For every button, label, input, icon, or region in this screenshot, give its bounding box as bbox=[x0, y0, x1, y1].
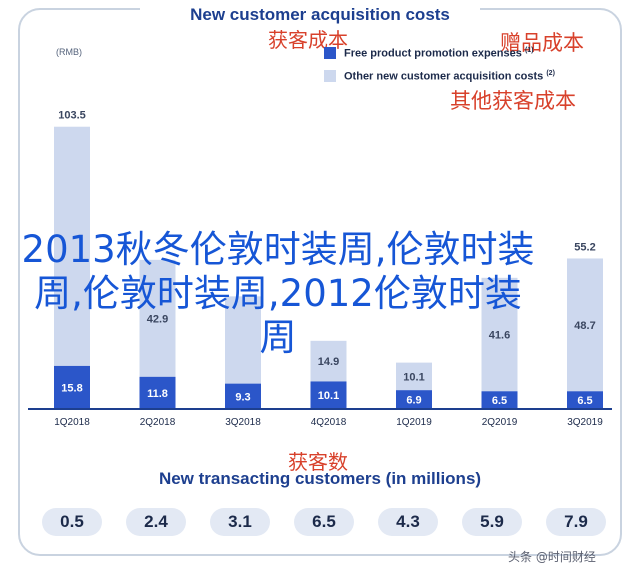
data-label-free-6: 6.5 bbox=[577, 395, 592, 407]
x-tick-label-5: 2Q2019 bbox=[482, 417, 518, 428]
bar-other-0 bbox=[54, 126, 90, 366]
bar-free-2 bbox=[225, 383, 261, 409]
y-unit-label: (RMB) bbox=[56, 47, 82, 57]
legend-label-other: Other new customer acquisition costs (2) bbox=[344, 70, 555, 83]
customer-value-pill: 4.3 bbox=[378, 508, 438, 536]
x-tick-label-3: 4Q2018 bbox=[311, 417, 347, 428]
customer-value-pill: 6.5 bbox=[294, 508, 354, 536]
data-label-free-4: 6.9 bbox=[406, 395, 421, 407]
x-tick-label-2: 3Q2018 bbox=[225, 417, 261, 428]
data-label-free-2: 9.3 bbox=[235, 391, 250, 403]
data-label-other-1: 42.9 bbox=[147, 313, 168, 325]
bar-free-6 bbox=[567, 391, 603, 409]
data-label-other-5: 41.6 bbox=[489, 330, 510, 342]
customers-title: New transacting customers (in millions) bbox=[158, 469, 482, 488]
bar-free-4 bbox=[396, 390, 432, 409]
data-label-free-1: 11.8 bbox=[147, 388, 168, 400]
legend-label-free: Free product promotion expenses (1) bbox=[344, 47, 534, 60]
watermark: 头条 @时间财经 bbox=[508, 550, 596, 564]
bar-free-0 bbox=[54, 365, 90, 409]
customer-value-pill: 3.1 bbox=[210, 508, 270, 536]
x-tick-label-0: 1Q2018 bbox=[54, 417, 90, 428]
data-label-other-6: 48.7 bbox=[574, 320, 595, 332]
bar-other-3 bbox=[310, 340, 347, 382]
customer-value-pill: 2.4 bbox=[126, 508, 186, 536]
bar-other-2 bbox=[225, 296, 261, 384]
x-tick-label-6: 3Q2019 bbox=[567, 417, 603, 428]
overlay-text: 2013秋冬伦敦时装周,伦敦时装周,伦敦时装周,2012伦敦时装周 bbox=[21, 228, 535, 359]
bar-other-1 bbox=[139, 259, 176, 377]
legend-swatch-other bbox=[324, 70, 336, 82]
chart-title: New customer acquisition costs bbox=[190, 5, 450, 24]
bar-free-5 bbox=[481, 391, 518, 409]
data-label-free-0: 15.8 bbox=[61, 382, 82, 394]
x-tick-label-1: 2Q2018 bbox=[140, 417, 176, 428]
customer-value-pill: 0.5 bbox=[42, 508, 102, 536]
data-label-other-3: 14.9 bbox=[318, 356, 339, 368]
frame-gap bbox=[140, 0, 480, 22]
cn-gift-annotation: 赠品成本 bbox=[500, 31, 584, 55]
bar-other-6 bbox=[567, 258, 603, 392]
bar-other-4 bbox=[396, 362, 432, 391]
stacked-bar-chart: 15.8 103.5 1Q2018 11.8 42.9 2Q2018 9.3 3Q2018 10… bbox=[28, 110, 612, 428]
bar-free-3 bbox=[310, 381, 347, 409]
data-label-free-3: 10.1 bbox=[318, 390, 339, 402]
data-label-total-6: 55.2 bbox=[574, 241, 595, 253]
cn-customers-annotation: 获客数 bbox=[288, 450, 348, 474]
data-label-other-4: 10.1 bbox=[403, 371, 424, 383]
data-label-free-5: 6.5 bbox=[492, 395, 507, 407]
legend-swatch-free bbox=[324, 47, 336, 59]
customer-value-pill: 7.9 bbox=[546, 508, 606, 536]
customer-value-pill: 5.9 bbox=[462, 508, 522, 536]
bar-other-5 bbox=[481, 277, 518, 392]
data-label-total-0: 103.5 bbox=[58, 110, 86, 122]
x-tick-label-4: 1Q2019 bbox=[396, 417, 432, 428]
bar-free-1 bbox=[139, 376, 176, 409]
cn-other-annotation: 其他获客成本 bbox=[450, 89, 576, 113]
